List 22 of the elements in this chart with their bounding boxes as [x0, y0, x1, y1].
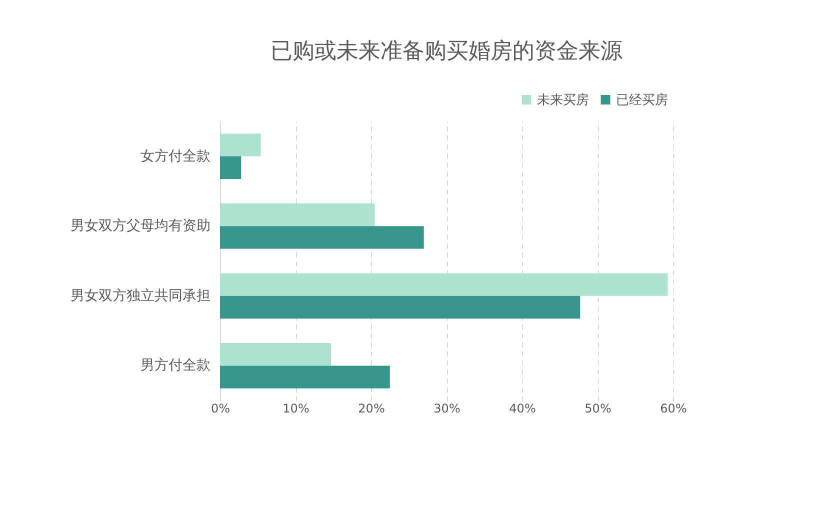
- bar: [220, 296, 580, 319]
- x-tick-label: 40%: [509, 402, 536, 416]
- bar: [220, 134, 261, 156]
- bar: [220, 156, 242, 179]
- y-tick-label: 女方付全款: [140, 148, 210, 164]
- bar: [220, 343, 331, 366]
- y-tick-label: 男方付全款: [140, 358, 210, 374]
- x-tick-label: 10%: [282, 402, 310, 416]
- bar: [220, 366, 390, 388]
- legend-label: 已经买房: [616, 92, 668, 108]
- chart-title: 已购或未来准备购买婚房的资金来源: [270, 39, 622, 64]
- x-tick-label: 50%: [584, 402, 612, 416]
- y-tick-label: 男女双方父母均有资助: [70, 218, 210, 234]
- bar: [220, 226, 424, 249]
- x-tick-label: 0%: [210, 402, 230, 416]
- legend-label: 未来买房: [537, 92, 589, 108]
- bar: [220, 273, 668, 296]
- bar: [220, 203, 375, 226]
- x-tick-label: 20%: [358, 402, 385, 416]
- y-tick-label: 男女双方独立共同承担: [70, 288, 210, 304]
- x-tick-label: 30%: [434, 402, 460, 416]
- x-tick-label: 60%: [660, 402, 687, 416]
